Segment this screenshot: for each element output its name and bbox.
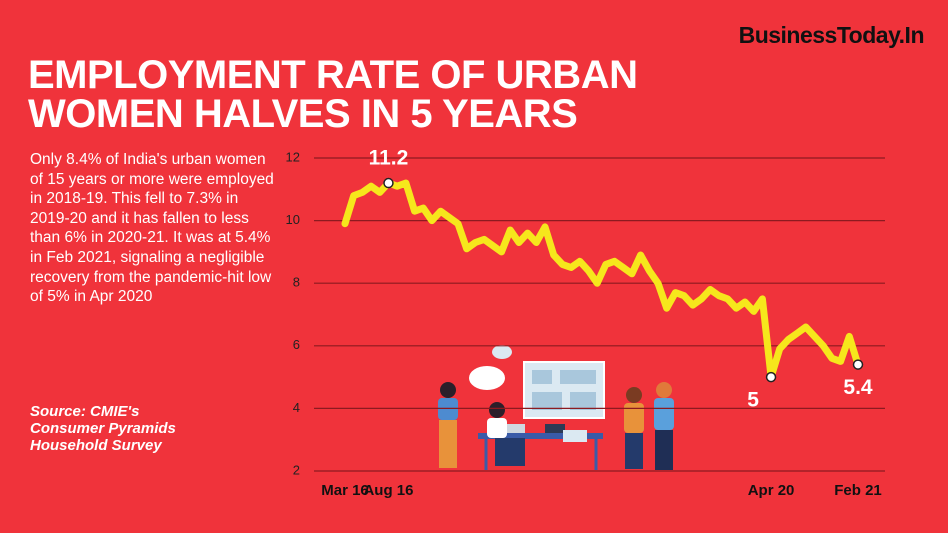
y-tick-label: 8 [293, 275, 300, 290]
laptop [505, 424, 525, 433]
board-card [570, 392, 596, 410]
person-legs [495, 438, 525, 466]
board-card [532, 392, 562, 410]
board-card [532, 370, 552, 384]
person-legs [625, 433, 643, 469]
data-label: 5.4 [843, 376, 873, 399]
source: Source: CMIE's Consumer Pyramids Househo… [30, 403, 176, 454]
table [478, 433, 603, 439]
brand: BusinessToday.In [738, 22, 925, 48]
chart-title: EMPLOYMENT RATE OF URBAN WOMEN HALVES IN… [28, 53, 638, 136]
person-head [626, 387, 642, 403]
y-tick-label: 6 [293, 337, 300, 352]
speech-bubble [469, 366, 505, 390]
data-label: 5 [747, 389, 759, 412]
point-marker [852, 359, 864, 370]
person-body [487, 418, 507, 438]
person-head [440, 382, 456, 398]
person-body [654, 398, 674, 430]
person-legs [439, 420, 457, 468]
line [341, 179, 862, 381]
person-legs [655, 430, 673, 470]
person-head [489, 402, 505, 418]
y-tick-label: 12 [286, 149, 300, 164]
illustration [438, 345, 674, 470]
speech-bubble [492, 345, 512, 359]
y-tick-label: 10 [286, 212, 300, 227]
x-tick-label: Feb 21 [834, 482, 882, 499]
y-tick-label: 4 [293, 400, 300, 415]
x-tick-label: Mar 16 [321, 482, 369, 499]
x-tick-label: Aug 16 [363, 482, 413, 499]
x-tick-label: Apr 20 [748, 482, 795, 499]
data-label: 11.2 [369, 147, 409, 170]
description: Only 8.4% of India's urban women of 15 y… [30, 151, 274, 306]
person-body [624, 403, 644, 433]
y-tick-label: 2 [293, 462, 300, 477]
chair [563, 430, 587, 442]
point-marker [383, 177, 394, 189]
point-marker [765, 371, 777, 383]
board-card [560, 370, 596, 384]
person-head [656, 382, 672, 398]
laptop [545, 424, 565, 433]
